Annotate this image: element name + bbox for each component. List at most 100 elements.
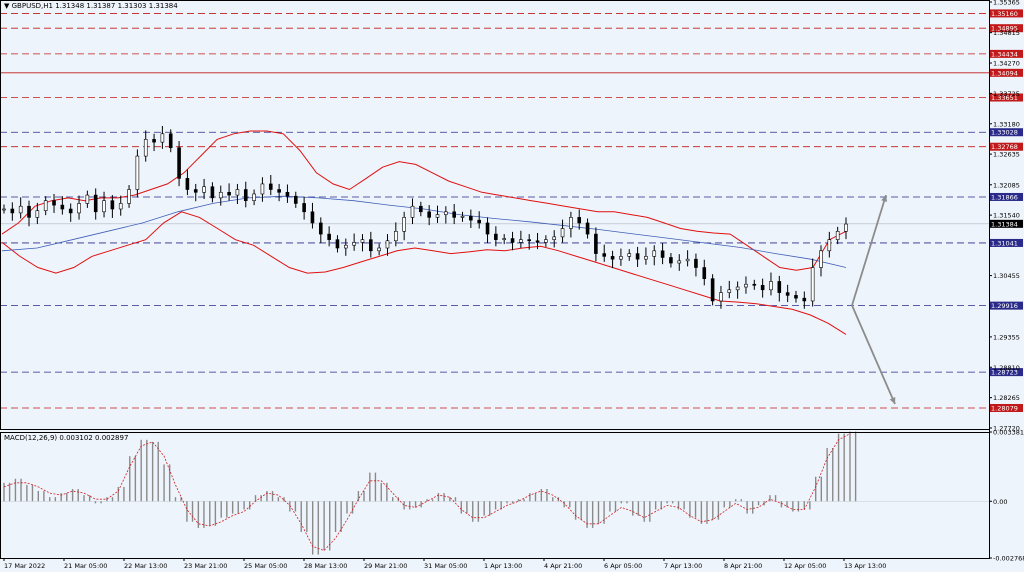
candle-body xyxy=(385,240,390,249)
candle-body xyxy=(594,233,598,254)
price-tick-label: 1.32085 xyxy=(993,181,1020,189)
candle-body xyxy=(377,247,381,252)
time-tick-label: 1 Apr 13:00 xyxy=(484,562,522,570)
candle-body xyxy=(585,222,590,235)
arrow-down xyxy=(851,305,896,405)
arrow-head xyxy=(889,397,896,405)
candle-body xyxy=(402,217,406,232)
candle-body xyxy=(502,238,506,240)
candle-body xyxy=(243,189,248,201)
candle-body xyxy=(160,133,165,143)
candle-body xyxy=(110,200,115,210)
price-tick-label: 1.33180 xyxy=(993,120,1020,128)
level-tag-label: 1.34895 xyxy=(991,25,1018,33)
candle-body xyxy=(10,208,15,214)
candle-body xyxy=(652,250,657,257)
candle-body xyxy=(835,230,840,240)
price-tick-label: 1.27720 xyxy=(993,425,1020,433)
level-tag-label: 1.35160 xyxy=(991,10,1018,18)
candle-body xyxy=(602,253,607,257)
candle-body xyxy=(27,205,31,218)
candle-body xyxy=(419,205,423,213)
candle-body xyxy=(569,217,573,229)
macd-tick-label: 0.003381 xyxy=(993,429,1024,437)
candle-body xyxy=(794,295,798,299)
candle-body xyxy=(627,253,632,257)
candle-body xyxy=(477,219,481,224)
time-tick-label: 6 Apr 05:00 xyxy=(604,562,642,570)
macd-title: MACD(12,26,9) 0.003102 0.002897 xyxy=(4,434,129,442)
arrow-head xyxy=(881,195,888,202)
candle-body xyxy=(677,260,682,264)
candle-body xyxy=(669,257,673,264)
price-tick-label: 1.31540 xyxy=(993,212,1020,220)
price-tick-label: 1.28265 xyxy=(993,394,1020,402)
candle-body xyxy=(727,289,732,293)
price-tick-label: 1.29355 xyxy=(993,333,1020,341)
level-tag-label: 1.34094 xyxy=(991,69,1018,77)
level-tag xyxy=(990,24,1023,33)
candle-body xyxy=(327,233,331,240)
candle-body xyxy=(2,208,6,211)
candle-body xyxy=(644,256,648,260)
moving-average xyxy=(1,195,847,268)
price-tick-label: 1.32635 xyxy=(993,151,1020,159)
candle-body xyxy=(577,217,582,224)
candle-body xyxy=(610,256,615,260)
candle-body xyxy=(819,250,823,268)
price-tick-label: 1.28810 xyxy=(993,364,1020,372)
level-tag-label: 1.33651 xyxy=(991,94,1018,102)
level-tag xyxy=(990,68,1023,77)
time-tick-label: 23 Mar 21:00 xyxy=(184,562,227,570)
candle-body xyxy=(210,186,215,199)
level-tag xyxy=(990,368,1023,377)
candle-body xyxy=(302,203,306,213)
candle-body xyxy=(452,211,456,218)
level-tag xyxy=(990,301,1023,310)
candle-body xyxy=(769,281,773,291)
candle-body xyxy=(394,230,398,242)
price-tick-label: 1.30455 xyxy=(993,272,1020,280)
candle-body xyxy=(844,223,848,232)
candle-body xyxy=(185,178,190,190)
time-tick-label: 7 Apr 13:00 xyxy=(664,562,702,570)
dropdown-icon[interactable]: ▼ xyxy=(4,2,10,10)
level-tag xyxy=(990,238,1023,247)
horizontal-levels: 1.35160 1.34895 1.34434 1.34094 1.33651 1.330… xyxy=(0,9,1023,412)
time-tick-label: 31 Mar 05:00 xyxy=(424,562,467,570)
price-candles xyxy=(2,125,848,309)
candle-body xyxy=(285,191,290,197)
candle-body xyxy=(744,283,748,288)
candle-body xyxy=(152,139,156,143)
candle-body xyxy=(469,215,473,221)
candle-body xyxy=(719,292,723,302)
candle-body xyxy=(35,210,40,218)
current-price-tag xyxy=(990,219,1023,228)
candle-body xyxy=(193,189,198,193)
candle-body xyxy=(494,233,498,240)
macd-tick-label: 0.00 xyxy=(993,498,1007,506)
candle-body xyxy=(360,239,365,243)
candle-body xyxy=(218,191,223,199)
price-tick-label: 1.34815 xyxy=(993,29,1020,37)
candle-body xyxy=(52,200,56,206)
candle-body xyxy=(444,211,448,215)
candle-body xyxy=(460,215,465,218)
macd-frame xyxy=(0,432,990,559)
arrow-up xyxy=(851,194,887,306)
candle-body xyxy=(777,281,782,293)
level-tag xyxy=(990,128,1023,137)
level-tag-label: 1.28723 xyxy=(991,369,1018,377)
level-tag-label: 1.33028 xyxy=(991,129,1018,137)
candle-body xyxy=(118,203,123,210)
time-tick-label: 21 Mar 05:00 xyxy=(64,562,107,570)
symbol-header[interactable]: ▼ GBPUSD,H1 1.31348 1.31387 1.31303 1.31… xyxy=(4,2,178,10)
candle-body xyxy=(77,203,81,214)
candle-body xyxy=(102,200,106,213)
candle-body xyxy=(752,283,757,286)
candle-body xyxy=(168,133,173,149)
level-tag xyxy=(990,93,1023,102)
level-tag xyxy=(990,9,1023,18)
